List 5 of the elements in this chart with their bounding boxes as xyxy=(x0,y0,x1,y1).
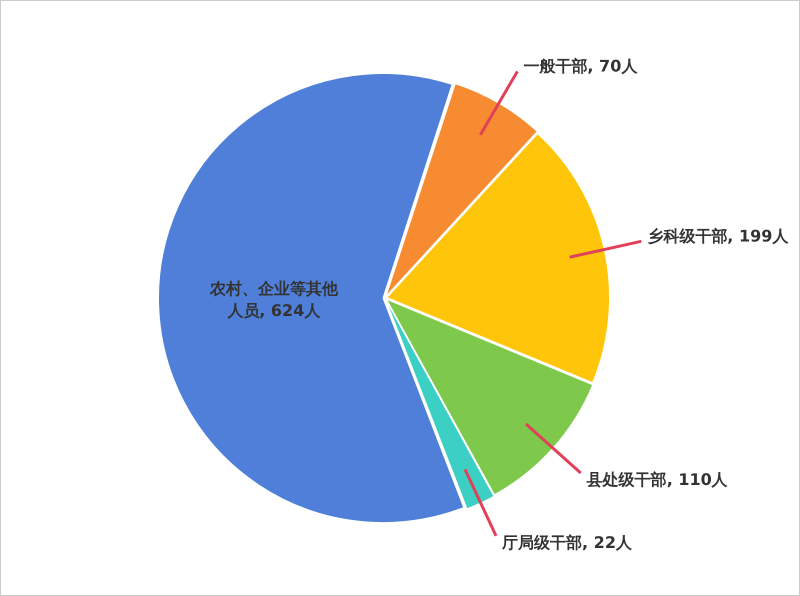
slice-label: 县处级干部, 110人 xyxy=(586,470,729,490)
slice-label: 一般干部, 70人 xyxy=(523,56,638,76)
slice-label: 农村、企业等其他人员, 624人 xyxy=(208,279,339,320)
slice-label: 乡科级干部, 199人 xyxy=(647,226,790,246)
slice-label: 厅局级干部, 22人 xyxy=(501,533,633,552)
